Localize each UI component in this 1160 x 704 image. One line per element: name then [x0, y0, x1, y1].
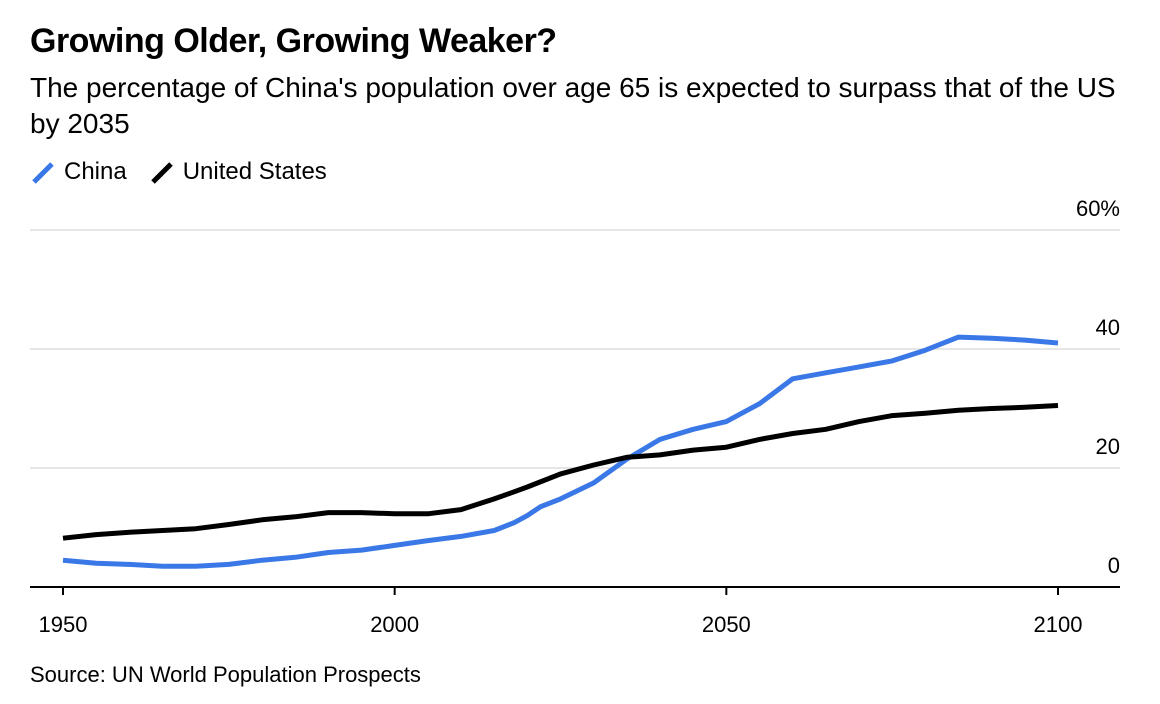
legend-swatch-us-icon — [150, 162, 173, 184]
y-tick-label-40: 40 — [1096, 315, 1120, 340]
x-tick-label-2000: 2000 — [370, 612, 419, 637]
grid-lines — [30, 229, 1120, 469]
legend-item-us: United States — [149, 158, 327, 186]
chart-title: Growing Older, Growing Weaker? — [30, 22, 557, 60]
x-axis — [30, 586, 1120, 595]
chart-subtitle: The percentage of China's population ove… — [30, 72, 1116, 139]
legend-item-china: China — [30, 158, 127, 186]
series-lines — [62, 334, 1059, 569]
y-tick-label-60: 60% — [1076, 196, 1120, 221]
y-tick-label-20: 20 — [1096, 434, 1120, 459]
x-tick-label-2050: 2050 — [702, 612, 751, 637]
x-tick-label-2100: 2100 — [1034, 612, 1083, 637]
legend-label-us: United States — [182, 158, 327, 185]
tick-labels: 0 20 40 60% 1950 2000 2050 2100 — [39, 196, 1120, 637]
y-tick-label-0: 0 — [1108, 553, 1120, 578]
series-line-china — [62, 334, 1059, 569]
legend-label-china: China — [64, 158, 127, 185]
series-line-united-states — [62, 403, 1059, 541]
legend: China United States — [30, 158, 349, 186]
x-tick-label-1950: 1950 — [39, 612, 88, 637]
source-note: Source: UN World Population Prospects — [30, 662, 421, 687]
legend-swatch-china-icon — [32, 162, 54, 184]
